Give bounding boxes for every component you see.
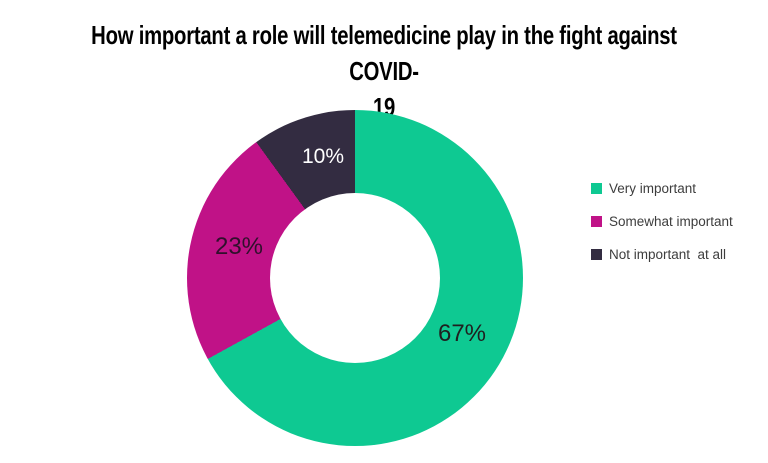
legend-label-not-important-at-all: Not important at all bbox=[609, 247, 727, 262]
legend-item-very-important: Very important bbox=[591, 181, 733, 196]
legend-label-somewhat-important: Somewhat important bbox=[609, 214, 733, 229]
legend-swatch-not-important-at-all bbox=[591, 249, 602, 260]
legend-swatch-somewhat-important bbox=[591, 216, 602, 227]
chart-title-line-1: How important a role will telemedicine p… bbox=[91, 20, 677, 86]
legend-label-very-important: Very important bbox=[609, 181, 697, 196]
legend-item-somewhat-important: Somewhat important bbox=[591, 214, 733, 229]
legend: Very important Somewhat important Not impo… bbox=[591, 181, 733, 281]
chart-title: How important a role will telemedicine p… bbox=[0, 17, 768, 125]
legend-item-not-important-at-all: Not important at all bbox=[591, 247, 733, 262]
legend-swatch-very-important bbox=[591, 183, 602, 194]
donut-chart bbox=[187, 110, 523, 446]
donut-hole bbox=[270, 193, 440, 363]
